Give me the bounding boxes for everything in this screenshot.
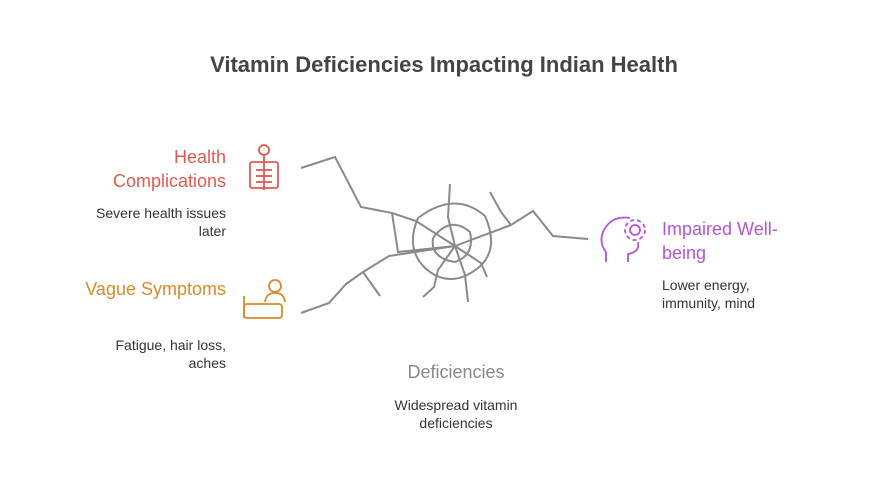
node-description: Lower energy, immunity, mind xyxy=(662,277,756,311)
mind-icon xyxy=(600,216,646,262)
xray-icon xyxy=(249,144,279,190)
node-description: Widespread vitamin deficiencies xyxy=(394,397,518,431)
node-label: Impaired Well-being xyxy=(662,219,778,263)
title: Vitamin Deficiencies Impacting Indian He… xyxy=(210,52,678,77)
node-label: Deficiencies xyxy=(407,362,505,382)
node-description: Fatigue, hair loss, aches xyxy=(115,337,227,371)
node-label: Vague Symptoms xyxy=(85,279,226,299)
node-description: Severe health issues later xyxy=(96,205,226,239)
node-label: Health Complications xyxy=(112,147,226,191)
crack-graphic xyxy=(300,155,589,314)
patient-icon xyxy=(243,279,286,319)
